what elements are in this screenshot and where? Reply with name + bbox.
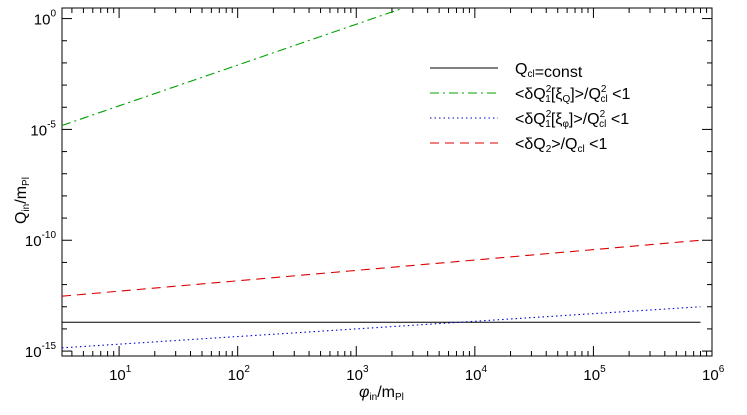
y-tick-label: 10-15 [25,341,57,361]
axis-labels: φin/mPl Qin/mPl [13,177,404,403]
tick-labels: 101 102 103 104 105 106 100 10-5 10-10 10-15 [25,9,725,384]
x-tick-label: 105 [583,364,606,384]
series-line-dq2 [61,239,701,297]
y-axis-title: Qin/mPl [13,177,32,224]
legend-label-xiphi: <δQ2 1[ξφ]>/Q2 cl <1 [515,109,629,130]
axes-frame [61,7,713,357]
legend: Qcl=const <δQ2 1[ξQ]>/Q2 cl <1 <δQ2 1[ξφ]>/Q2… [430,61,630,155]
x-tick-label: 106 [702,364,725,384]
series-line-xiphi [61,306,701,349]
y-tick-label: 10-10 [25,230,57,250]
plot-area [61,7,701,349]
legend-label-qcl: Qcl=const [515,61,583,81]
y-tick-label: 10-5 [30,119,56,139]
x-tick-label: 103 [346,364,369,384]
legend-label-xiq: <δQ2 1[ξQ]>/Q2 cl <1 [515,84,630,105]
series-line-xiq [61,7,404,127]
x-tick-label: 104 [465,364,488,384]
plot-frame [61,7,713,357]
legend-label-dq2: <δQ2>/Qcl <1 [515,136,608,155]
x-tick-label: 102 [228,364,251,384]
y-tick-label: 100 [34,9,57,29]
x-axis-title: φin/mPl [359,384,404,403]
x-tick-label: 101 [109,364,132,384]
